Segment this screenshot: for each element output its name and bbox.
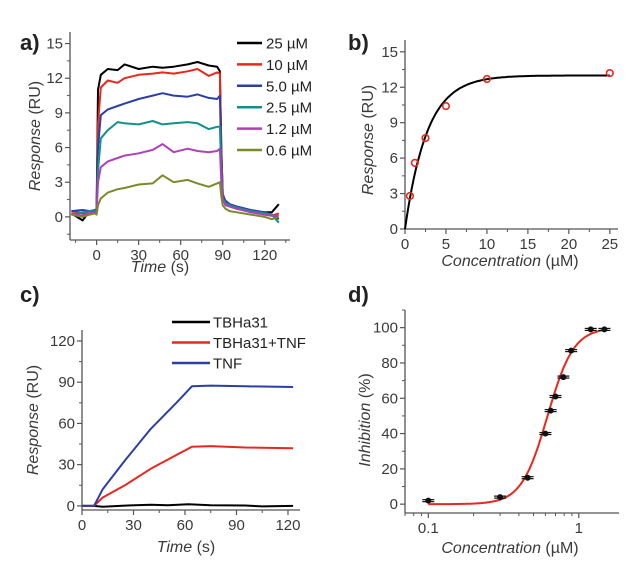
series-line xyxy=(82,445,294,507)
legend-label: TNF xyxy=(213,356,242,373)
series-line xyxy=(71,92,280,221)
fit-curve xyxy=(404,74,610,230)
x-tick-label: 30 xyxy=(125,517,142,534)
x-tick-label: 15 xyxy=(520,236,537,253)
panel-d-inhibition-curve: d) 0.1 1 0 20 40 60 80 100 Concentration (µM) Inhi… xyxy=(348,282,619,557)
y-tick-label: 90 xyxy=(58,374,75,391)
data-point xyxy=(421,133,430,143)
data-point xyxy=(560,374,567,381)
data-point xyxy=(497,494,504,501)
y-tick-label: 12 xyxy=(381,79,398,96)
legend-label: TBHa31+TNF xyxy=(213,335,306,352)
data-point xyxy=(547,407,554,414)
y-tick-label: 15 xyxy=(381,44,398,61)
series-line xyxy=(82,384,294,507)
y-tick-label: 60 xyxy=(58,415,75,432)
panel-a-binding-traces: a) 0 30 60 90 120 0 3 6 9 12 15 Time (s) Response (RU… xyxy=(20,30,312,276)
y-axis-title: Response (RU) xyxy=(27,81,44,191)
x-tick-label: 60 xyxy=(177,517,194,534)
series-line xyxy=(71,143,279,217)
legend-label: 2.5 µM xyxy=(266,100,312,117)
x-axis-title: Concentration (µM) xyxy=(441,540,578,557)
y-tick-label: 12 xyxy=(46,70,63,87)
panel-c-competition-traces: c) 0 30 60 90 120 0 30 60 90 120 Time (s) Response (… xyxy=(20,282,306,556)
y-tick-label: 80 xyxy=(381,355,398,372)
y-tick-label: 3 xyxy=(390,186,398,203)
data-point xyxy=(542,430,549,437)
data-point xyxy=(405,191,415,201)
legend-label: TBHa31 xyxy=(213,315,268,332)
y-tick-label: 100 xyxy=(373,320,398,337)
y-tick-label: 0 xyxy=(55,209,63,226)
y-axis-title: Response (RU) xyxy=(25,365,42,475)
y-tick-label: 120 xyxy=(50,333,75,350)
x-tick-label: 5 xyxy=(442,236,450,253)
x-tick-label: 90 xyxy=(214,247,231,264)
data-point xyxy=(482,74,492,84)
x-tick-label: 25 xyxy=(601,236,618,253)
panel-label: a) xyxy=(20,30,40,55)
y-axis-title: Inhibition (%) xyxy=(357,373,374,466)
x-tick-label: 90 xyxy=(228,517,245,534)
data-point xyxy=(601,326,608,333)
y-tick-label: 0 xyxy=(67,498,75,515)
legend-label: 10 µM xyxy=(266,57,308,74)
y-tick-label: 9 xyxy=(390,115,398,132)
y-tick-label: 60 xyxy=(381,390,398,407)
y-tick-label: 0 xyxy=(390,221,398,238)
data-point xyxy=(524,474,531,481)
x-axis-title: Concentration (µM) xyxy=(441,253,578,270)
y-tick-label: 20 xyxy=(381,461,398,478)
legend-label: 5.0 µM xyxy=(266,78,312,95)
y-tick-label: 30 xyxy=(58,457,75,474)
y-tick-label: 3 xyxy=(55,174,63,191)
legend-label: 25 µM xyxy=(266,36,308,53)
y-tick-label: 6 xyxy=(390,150,398,167)
data-point xyxy=(552,393,559,400)
x-tick-label: 10 xyxy=(479,236,496,253)
data-point xyxy=(410,158,419,167)
data-point xyxy=(568,347,575,354)
x-tick-label: 20 xyxy=(561,236,578,253)
x-axis-title: Time (s) xyxy=(157,539,216,556)
y-tick-label: 6 xyxy=(55,140,63,157)
fit-curve xyxy=(428,328,605,506)
y-tick-label: 9 xyxy=(55,105,63,122)
data-point xyxy=(587,326,594,333)
x-tick-label: 0 xyxy=(92,247,100,264)
x-tick-label: 0.1 xyxy=(418,520,439,537)
y-tick-label: 15 xyxy=(46,36,63,53)
data-point xyxy=(441,102,451,111)
data-point xyxy=(605,68,614,78)
x-tick-label: 120 xyxy=(252,247,277,264)
y-tick-label: 40 xyxy=(381,426,398,443)
x-tick-label: 120 xyxy=(275,517,300,534)
legend-label: 0.6 µM xyxy=(266,143,312,160)
x-tick-label: 30 xyxy=(130,247,147,264)
x-tick-label: 0 xyxy=(78,517,86,534)
legend-label: 1.2 µM xyxy=(266,121,312,138)
panel-label: d) xyxy=(348,282,369,307)
x-tick-label: 1 xyxy=(575,520,583,537)
series-line xyxy=(71,120,280,224)
y-tick-label: 0 xyxy=(390,496,398,513)
series-line xyxy=(71,174,280,221)
series-line xyxy=(71,68,280,217)
y-axis-title: Response (RU) xyxy=(360,85,377,195)
x-tick-label: 0 xyxy=(401,236,409,253)
x-axis-title: Time (s) xyxy=(131,259,190,276)
data-point xyxy=(425,497,432,504)
panel-label: c) xyxy=(20,282,40,307)
x-tick-label: 60 xyxy=(172,247,189,264)
panel-label: b) xyxy=(348,30,369,55)
series-line xyxy=(82,503,294,508)
